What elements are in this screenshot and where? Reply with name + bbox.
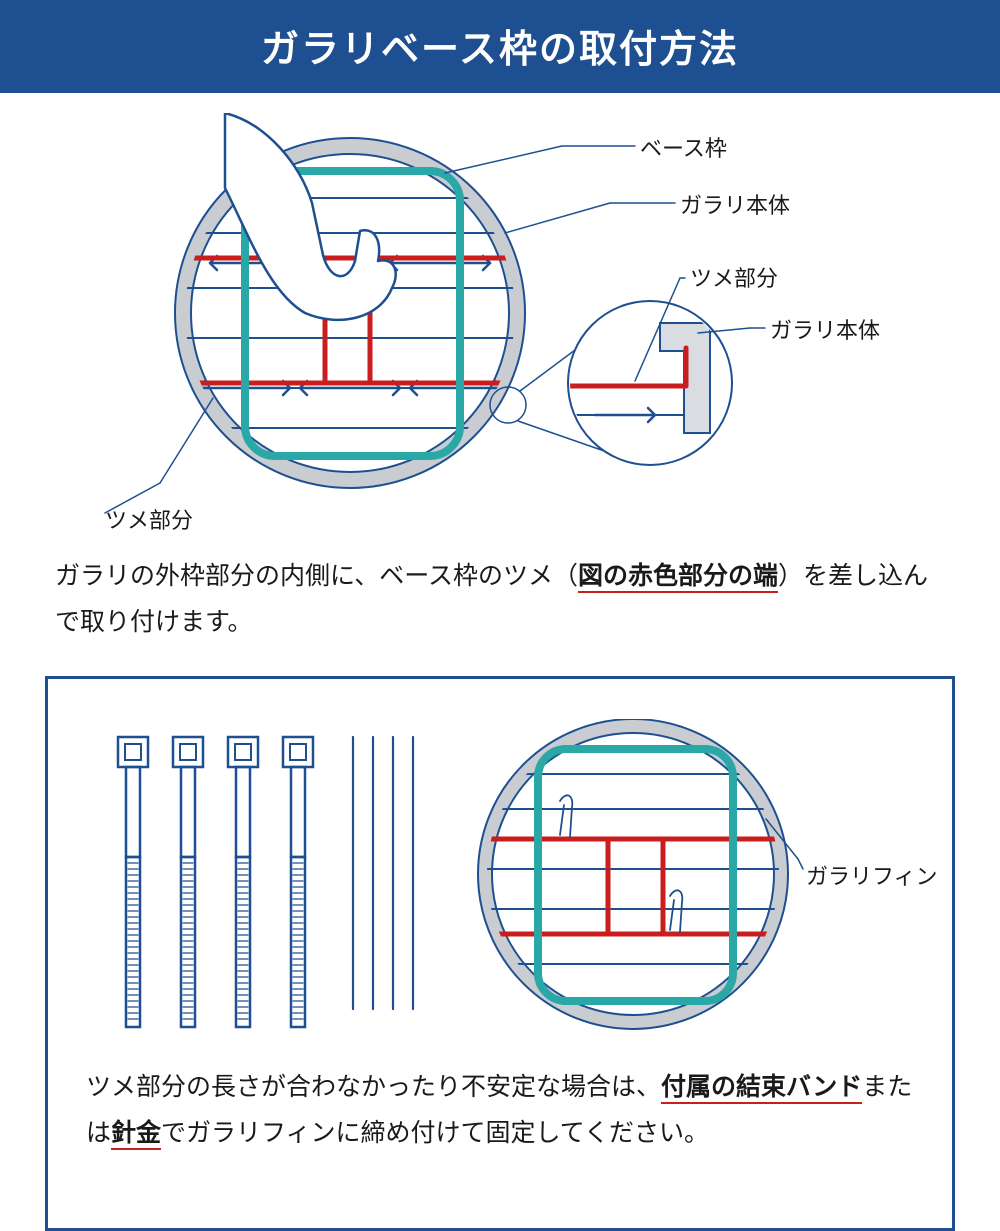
label-tsume-2: ツメ部分 [105, 503, 193, 535]
caption-1-pre: ガラリの外枠部分の内側に、ベース枠のツメ（ [55, 562, 578, 590]
caption-1-em: 図の赤色部分の端 [578, 562, 778, 593]
label-garari-body-2: ガラリ本体 [770, 313, 880, 345]
label-garari-body-1: ガラリ本体 [680, 188, 790, 220]
label-garari-fin: ガラリフィン [806, 859, 938, 891]
caption-2-part1: ツメ部分の長さが合わなかったり不安定な場合は、 [86, 1073, 661, 1101]
diagram-2: ガラリフィン [78, 719, 922, 1054]
diagram-1: ベース枠 ガラリ本体 ツメ部分 ガラリ本体 ツメ部分 [50, 113, 950, 543]
page-title: ガラリベース枠の取付方法 [261, 29, 739, 71]
diagram-2-svg [78, 719, 928, 1054]
caption-2-em1: 付属の結束バンド [661, 1073, 862, 1104]
label-base-frame: ベース枠 [640, 131, 727, 163]
caption-2: ツメ部分の長さが合わなかったり不安定な場合は、付属の結束バンドまたは針金でガラリ… [86, 1064, 914, 1157]
label-tsume-1: ツメ部分 [690, 261, 778, 293]
panel-2: ガラリフィン ツメ部分の長さが合わなかったり不安定な場合は、付属の結束バンドまた… [45, 676, 955, 1231]
title-bar: ガラリベース枠の取付方法 [0, 0, 1000, 93]
caption-2-em2: 針金 [111, 1119, 161, 1150]
caption-1: ガラリの外枠部分の内側に、ベース枠のツメ（図の赤色部分の端）を差し込んで取り付け… [55, 553, 945, 646]
caption-2-part2: でガラリフィンに締め付けて固定してください。 [161, 1119, 709, 1147]
